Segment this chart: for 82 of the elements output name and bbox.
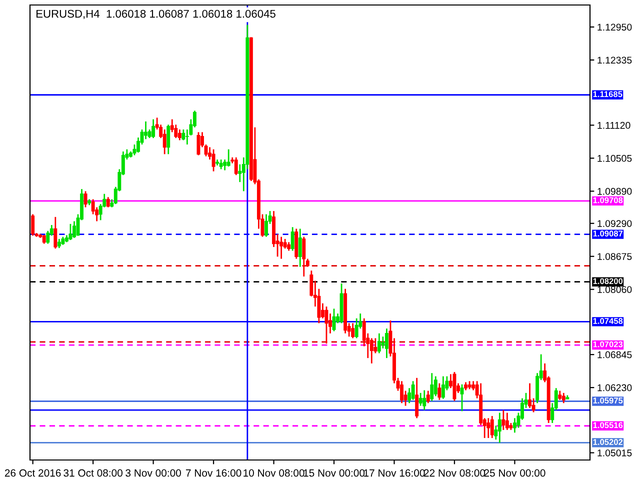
candlestick: [418, 392, 422, 407]
candlestick: [381, 336, 385, 350]
candlestick: [324, 306, 328, 344]
y-tick-label: 1.09290: [598, 220, 632, 227]
candlestick: [434, 376, 438, 397]
x-tick-label: 25 Nov 00:00: [484, 469, 546, 477]
candlestick: [370, 338, 374, 364]
candlestick: [212, 148, 216, 172]
candlestick: [498, 412, 502, 444]
y-tick-label: 1.06230: [598, 384, 632, 392]
candlestick: [415, 377, 419, 419]
ref-line-label: 1.11685: [593, 91, 622, 98]
candlestick: [486, 417, 490, 439]
candlestick: [426, 390, 430, 404]
y-tick-label: 1.11120: [598, 122, 630, 129]
candlestick: [298, 228, 302, 268]
candlestick: [351, 322, 355, 339]
ref-line-label: 1.05975: [593, 398, 623, 404]
candlestick: [264, 214, 268, 238]
x-tick-label: 17 Nov 16:00: [364, 469, 425, 477]
candlestick: [196, 131, 200, 156]
x-tick-label: 7 Nov 16:00: [186, 469, 242, 477]
ref-line-label: 1.05202: [593, 439, 623, 445]
candlestick: [162, 128, 166, 155]
x-tick-label: 31 Oct 08:00: [64, 469, 122, 477]
candlestick: [460, 384, 464, 412]
candlestick: [280, 236, 284, 260]
ref-line-label: 1.05516: [593, 422, 623, 428]
ref-line-label: 1.08200: [593, 278, 623, 284]
candlestick: [182, 128, 186, 141]
candlestick: [234, 156, 238, 176]
candlestick: [302, 236, 306, 278]
candlestick: [152, 118, 156, 139]
ref-line-label: 1.07458: [593, 318, 623, 324]
candlestick: [512, 417, 516, 434]
candlestick: [226, 148, 230, 168]
candlestick: [384, 328, 388, 359]
candlestick: [178, 128, 182, 141]
y-tick-label: 1.12335: [598, 56, 632, 64]
candlestick: [441, 376, 445, 400]
y-tick-label: 1.08675: [598, 253, 632, 260]
candlestick: [377, 332, 381, 354]
x-tick-label: 22 Nov 08:00: [424, 469, 486, 477]
x-tick-label: 26 Oct 2016: [4, 469, 61, 477]
candlestick: [490, 415, 494, 439]
y-tick-label: 1.10505: [598, 154, 632, 162]
x-tick-label: 3 Nov 00:00: [126, 469, 181, 477]
candlestick: [354, 318, 358, 339]
y-tick-label: 1.12950: [598, 24, 632, 31]
candlestick: [411, 380, 415, 401]
x-tick-label: 15 Nov 00:00: [304, 469, 365, 477]
candlestick: [528, 382, 532, 409]
chart-title: EURUSD,H4 1.06018 1.06087 1.06018 1.06045: [36, 10, 276, 20]
y-tick-label: 1.08060: [598, 286, 632, 293]
candlestick: [106, 196, 110, 208]
candlestick: [166, 124, 170, 155]
y-tick-label: 1.05015: [598, 449, 632, 456]
ref-line-label: 1.07023: [593, 341, 623, 348]
y-tick-label: 1.09890: [598, 188, 632, 195]
y-tick-label: 1.06845: [598, 351, 632, 358]
candlestick: [505, 412, 509, 431]
candlestick: [290, 226, 294, 252]
candlestick: [144, 120, 148, 140]
candlestick: [430, 372, 434, 402]
candlestick: [174, 124, 178, 139]
candlestick: [422, 390, 426, 411]
candlestick: [400, 380, 404, 404]
x-tick-label: 10 Nov 08:00: [244, 469, 304, 477]
ref-line-label: 1.09708: [593, 197, 623, 204]
candlestick: [562, 392, 566, 404]
candlestick: [68, 223, 72, 241]
candlestick: [57, 238, 61, 249]
candlestick: [72, 220, 76, 239]
candlestick: [219, 158, 223, 170]
candlestick: [54, 216, 58, 250]
candlestick: [31, 214, 35, 236]
ref-line-label: 1.09087: [593, 230, 623, 237]
candlestick: [502, 409, 506, 431]
candlestick: [438, 382, 442, 401]
candlestick: [558, 390, 562, 401]
candlestick: [223, 158, 227, 171]
candlestick: [84, 190, 88, 208]
